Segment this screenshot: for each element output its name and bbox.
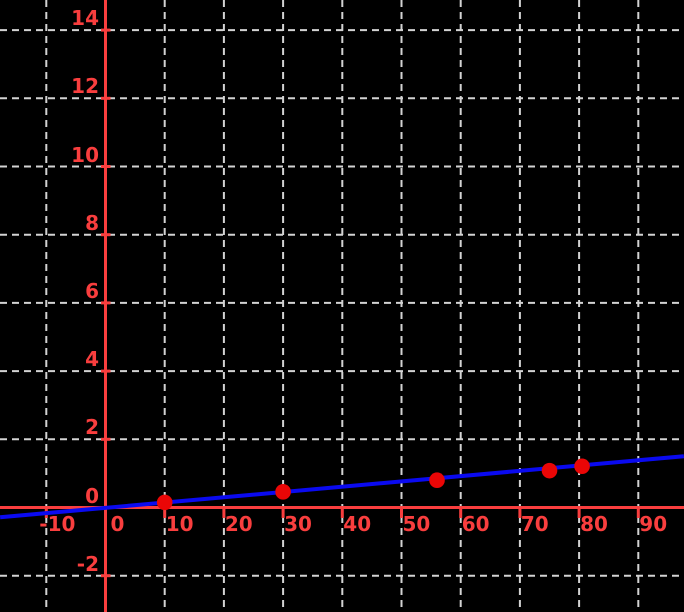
data-point [574, 458, 590, 475]
data-point [156, 494, 173, 511]
data-point [429, 472, 445, 489]
data-point [541, 462, 558, 479]
fit-line [0, 454, 684, 520]
data-point [275, 484, 291, 500]
